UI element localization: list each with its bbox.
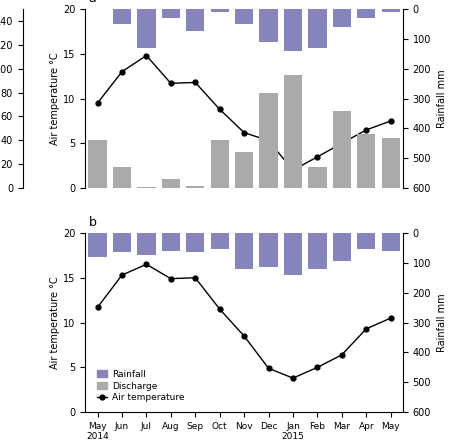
Bar	[162, 9, 180, 18]
Bar	[113, 233, 131, 252]
Bar	[137, 233, 155, 255]
Legend: Rainfall, Discharge, Air temperature: Rainfall, Discharge, Air temperature	[93, 366, 188, 406]
Bar	[113, 167, 131, 188]
Bar	[113, 9, 131, 24]
Bar	[284, 9, 302, 51]
Bar	[382, 138, 400, 188]
Bar	[186, 186, 204, 188]
Bar	[235, 9, 253, 24]
Bar	[210, 9, 229, 12]
Bar	[162, 179, 180, 188]
Y-axis label: Air temperature °C: Air temperature °C	[50, 276, 61, 369]
Bar	[308, 9, 327, 48]
Bar	[210, 140, 229, 188]
Bar	[333, 233, 351, 261]
Bar	[235, 152, 253, 188]
Bar	[186, 9, 204, 31]
Bar	[333, 111, 351, 188]
Bar	[308, 233, 327, 269]
Bar	[333, 9, 351, 27]
Y-axis label: Air temperature °C: Air temperature °C	[50, 52, 61, 145]
Bar	[162, 233, 180, 251]
Bar	[259, 93, 278, 188]
Bar	[137, 9, 155, 48]
Text: a: a	[89, 0, 96, 5]
Bar	[357, 134, 375, 188]
Bar	[284, 233, 302, 275]
Y-axis label: Rainfall mm: Rainfall mm	[437, 293, 447, 352]
Y-axis label: Rainfall mm: Rainfall mm	[437, 69, 447, 128]
Bar	[210, 233, 229, 250]
Bar	[259, 233, 278, 267]
Bar	[357, 9, 375, 18]
Bar	[235, 233, 253, 269]
Bar	[186, 233, 204, 252]
Bar	[382, 233, 400, 251]
Bar	[259, 9, 278, 42]
Bar	[137, 187, 155, 188]
Bar	[284, 75, 302, 188]
Bar	[382, 9, 400, 12]
Bar	[357, 233, 375, 250]
Bar	[88, 233, 107, 257]
Bar	[88, 140, 107, 188]
Bar	[308, 167, 327, 188]
Text: b: b	[89, 216, 96, 229]
